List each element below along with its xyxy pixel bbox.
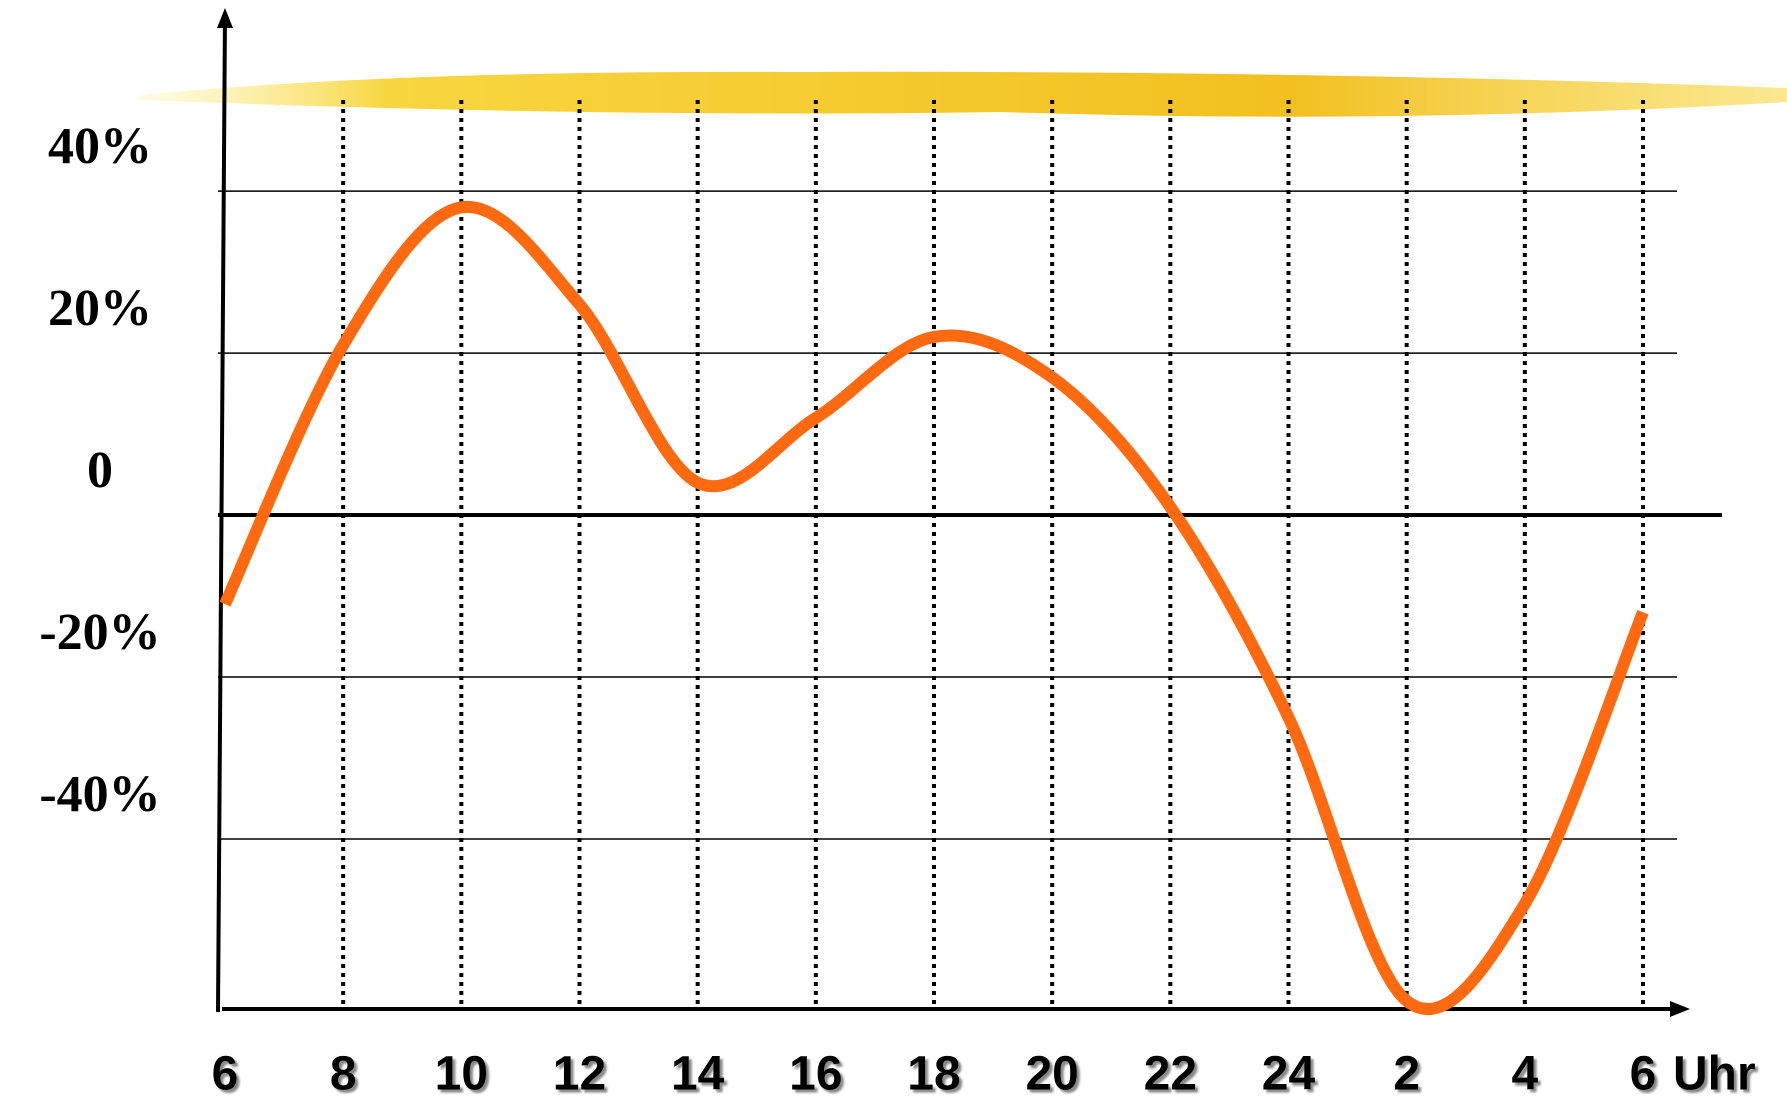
y-tick-label: -40%	[39, 766, 160, 823]
x-tick-label: 6	[212, 1048, 239, 1101]
x-tick-label: 10	[435, 1048, 488, 1101]
y-axis-arrow	[217, 8, 233, 28]
y-tick-label: -20%	[39, 604, 160, 661]
x-tick-label: 14	[671, 1048, 725, 1101]
x-axis-label: Uhr	[1673, 1048, 1756, 1101]
x-tick-label: 24	[1262, 1048, 1316, 1101]
x-tick-label: 6	[1630, 1048, 1657, 1101]
decorative-brush	[140, 72, 1787, 117]
x-tick-label: 18	[907, 1048, 960, 1101]
x-axis-arrow	[1670, 1001, 1690, 1017]
y-tick-label: 0	[87, 442, 113, 499]
x-tick-label: 8	[330, 1048, 357, 1101]
x-tick-label: 4	[1511, 1048, 1538, 1101]
y-tick-label: 20%	[48, 280, 152, 337]
y-tick-label: 40%	[48, 118, 152, 175]
chart: -40%-20%020%40%681012141618202224246Uhr	[0, 0, 1787, 1108]
x-tick-label: 12	[553, 1048, 606, 1101]
x-tick-label: 22	[1144, 1048, 1197, 1101]
x-tick-label: 2	[1393, 1048, 1420, 1101]
x-tick-label: 16	[789, 1048, 842, 1101]
x-tick-label: 20	[1025, 1048, 1078, 1101]
